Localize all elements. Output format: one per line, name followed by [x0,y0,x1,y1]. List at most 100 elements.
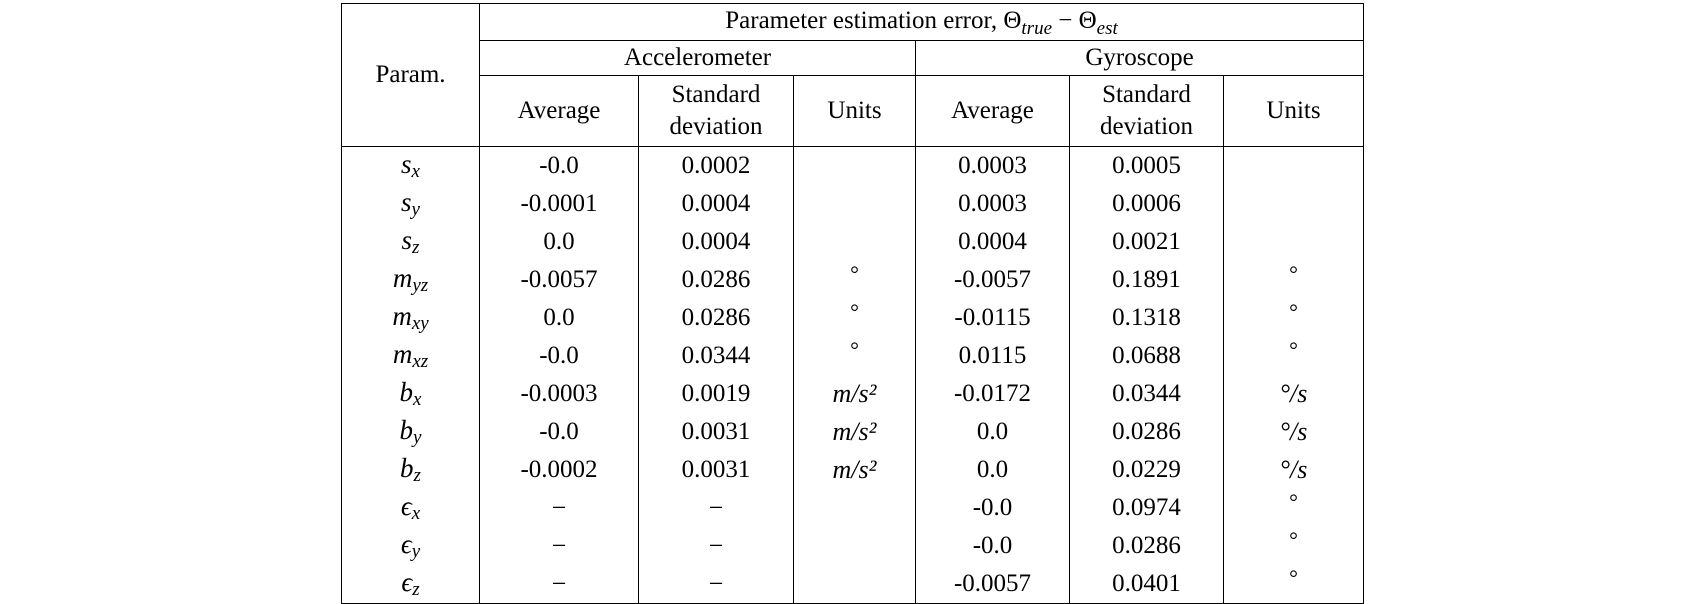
gyr-std-cell: 0.1891 [1069,261,1224,299]
param-letter: m [392,339,413,369]
param-symbol: bz [341,451,480,489]
units-value: ° [850,299,859,324]
units-value: °/s [1279,378,1308,408]
parameter-error-table: Param. Parameter estimation error, Θtrue… [341,3,1365,604]
acc-average-cell: -0.0 [479,146,639,185]
gyr-average-cell: -0.0 [915,489,1070,527]
param-symbol: ϵx [341,489,480,527]
gyr-units-cell: °/s [1222,375,1365,413]
param-letter: ϵ [400,529,412,559]
acc-units-cell: m/s² [793,375,916,413]
gyr-average-cell: -0.0115 [915,299,1070,337]
units-value: m/s² [832,416,877,446]
acc-std-cell: 0.0004 [638,223,794,261]
acc-average-header: Average [479,75,639,147]
param-symbol: mxz [341,337,480,375]
table-row: ϵx − − -0.0 0.0974 ° [341,489,1365,527]
gyr-units-cell: ° [1222,489,1365,527]
acc-units-header: Units [793,75,916,147]
param-letter: s [401,187,412,217]
gyr-average-cell: 0.0115 [915,337,1070,375]
std-line1: Standard [1102,81,1191,108]
table-row: mxy 0.0 0.0286 ° -0.0115 0.1318 ° [341,299,1365,337]
gyr-average-cell: -0.0172 [915,375,1070,413]
acc-std-cell: 0.0019 [638,375,794,413]
param-symbol: myz [341,261,480,299]
gyr-std-cell: 0.0286 [1069,527,1224,565]
param-subscript: z [413,465,421,486]
acc-std-header: Standard deviation [638,75,794,147]
gyr-std-cell: 0.0344 [1069,375,1224,413]
units-value: ° [1289,299,1298,324]
param-letter: ϵ [401,567,413,597]
acc-average-cell: -0.0 [479,413,639,451]
acc-units-cell: m/s² [793,451,916,489]
param-subscript: y [413,427,422,448]
param-symbol: by [341,413,480,451]
units-value: ° [1289,489,1298,514]
param-subscript: xy [411,313,429,334]
units-value: m/s² [832,378,877,408]
theta-true: Θ [1003,7,1022,34]
acc-units-cell: ° [793,337,916,375]
gyr-units-cell [1222,185,1365,223]
gyr-average-cell: -0.0057 [915,261,1070,299]
gyr-std-cell: 0.0229 [1069,451,1224,489]
gyr-units-cell: °/s [1222,413,1365,451]
gyr-units-cell: °/s [1222,451,1365,489]
gyr-units-cell [1222,223,1365,261]
table-body: sx -0.0 0.0002 0.0003 0.0005 sy -0.0001 0.0004 0… [341,146,1365,604]
gyr-average-cell: 0.0 [915,413,1070,451]
table-row: bx -0.0003 0.0019 m/s² -0.0172 0.0344 °/s [341,375,1365,413]
gyr-units-cell: ° [1222,299,1365,337]
acc-units-cell [793,223,916,261]
param-letter: b [400,453,414,483]
acc-units-cell [793,185,916,223]
std-line2: deviation [1099,113,1194,140]
accelerometer-header: Accelerometer [479,40,916,76]
gyr-units-cell: ° [1222,337,1365,375]
acc-average-cell: − [479,489,639,527]
table-row: ϵz − − -0.0057 0.0401 ° [341,565,1365,604]
table-row: bz -0.0002 0.0031 m/s² 0.0 0.0229 °/s [341,451,1365,489]
acc-average-cell: -0.0057 [479,261,639,299]
acc-units-cell [793,489,916,527]
table-row: ϵy − − -0.0 0.0286 ° [341,527,1365,565]
true-subscript: true [1021,18,1052,39]
acc-average-cell: 0.0 [479,223,639,261]
acc-average-cell: -0.0 [479,337,639,375]
acc-units-cell: ° [793,299,916,337]
gyr-units-cell [1222,146,1365,185]
acc-std-cell: − [638,527,794,565]
param-letter: s [401,149,412,179]
acc-average-cell: -0.0001 [479,185,639,223]
param-subscript: x [411,161,420,182]
acc-average-cell: − [479,565,639,604]
gyr-std-cell: 0.0688 [1069,337,1224,375]
param-letter: b [399,415,414,445]
title-prefix: Parameter estimation error, [725,7,1004,34]
acc-std-cell: 0.0031 [638,451,794,489]
param-symbol: sx [341,146,480,185]
table-row: sz 0.0 0.0004 0.0004 0.0021 [341,223,1365,261]
param-subscript: z [412,579,420,600]
gyr-std-cell: 0.0006 [1069,185,1224,223]
title-minus: − [1052,7,1079,34]
units-value: ° [1289,337,1298,362]
param-subscript: yz [412,275,429,296]
param-subscript: z [412,237,420,258]
gyr-average-cell: -0.0057 [915,565,1070,604]
acc-std-cell: 0.0286 [638,299,794,337]
gyr-average-cell: 0.0004 [915,223,1070,261]
acc-std-cell: − [638,565,794,604]
gyr-std-header: Standard deviation [1069,75,1224,147]
gyr-average-cell: 0.0 [915,451,1070,489]
acc-std-cell: 0.0286 [638,261,794,299]
gyr-std-cell: 0.0286 [1069,413,1224,451]
acc-std-cell: − [638,489,794,527]
gyr-average-cell: 0.0003 [915,185,1070,223]
theta-est: Θ [1078,7,1097,34]
param-letter: b [399,377,414,407]
param-letter: m [392,301,412,331]
acc-average-cell: -0.0003 [479,375,639,413]
